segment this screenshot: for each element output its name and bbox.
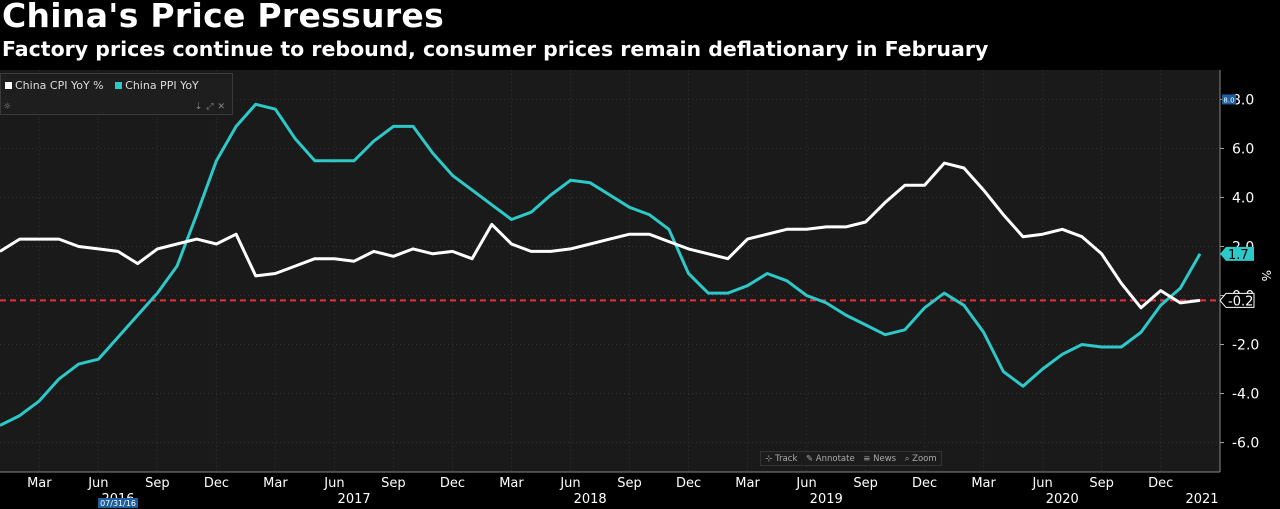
grid-lines	[0, 70, 1220, 472]
x-year-label: 2020	[1046, 492, 1079, 507]
x-tick-label: Jun	[323, 476, 344, 491]
plot-background	[0, 70, 1220, 472]
news-label: News	[873, 453, 897, 464]
end-label-cpi: -0.2	[1219, 292, 1255, 309]
news-button[interactable]: ≡ News	[863, 454, 896, 464]
x-year-label: 2021	[1185, 492, 1218, 507]
legend-item-cpi[interactable]: China CPI YoY %	[5, 79, 104, 92]
legend-label-cpi: China CPI YoY %	[15, 79, 104, 92]
x-tick-label: Mar	[499, 476, 524, 491]
chart-title: China's Price Pressures	[2, 0, 445, 35]
end-label-cpi-box	[1219, 292, 1255, 308]
x-tick-label: Jun	[87, 476, 108, 491]
x-year-label: 2017	[338, 492, 371, 507]
y-axis-unit: %	[1259, 270, 1273, 281]
y-tick-label: -2.0	[1232, 338, 1259, 354]
annotate-label: Annotate	[815, 453, 855, 464]
x-year-label: 2018	[574, 492, 607, 507]
legend-swatch-ppi	[115, 82, 123, 89]
expand-icon[interactable]: ⤢	[206, 102, 218, 112]
top-tick-highlight-label: 8.0	[1223, 96, 1234, 104]
x-tick-label: Mar	[971, 476, 996, 491]
x-tick-label: Sep	[1089, 476, 1114, 491]
legend-tools: ☼ ⇣⤢✕	[3, 102, 231, 112]
end-label-ppi: 1.7	[1220, 246, 1254, 263]
x-tick-label: Jun	[559, 476, 580, 491]
x-tick-label: Sep	[617, 476, 642, 491]
zoom-button[interactable]: ⌕ Zoom	[905, 454, 937, 464]
x-tick-label: Sep	[381, 476, 406, 491]
top-tick-highlight	[1222, 94, 1236, 105]
x-tick-label: Jun	[1031, 476, 1052, 491]
y-tick-label: -6.0	[1232, 436, 1259, 452]
x-tick-label: Mar	[27, 476, 52, 491]
x-tick-label: Mar	[263, 476, 288, 491]
pin-icon[interactable]: ⇣	[194, 102, 207, 112]
series-layer	[0, 102, 1220, 427]
legend-panel: China CPI YoY % China PPI YoY ☼ ⇣⤢✕	[0, 73, 233, 115]
series-line-cpi	[0, 161, 1201, 310]
x-tick-label: Dec	[1148, 476, 1173, 491]
x-tick-label: Dec	[440, 476, 465, 491]
zoom-label: Zoom	[912, 453, 937, 464]
magnifier-icon: ⌕	[904, 453, 910, 464]
axes: -6.0-4.0-2.00.02.04.06.08.0MarJunSepDecM…	[0, 70, 1273, 508]
cursor-date-label: 07/31/16	[100, 499, 136, 508]
annotate-button[interactable]: ✎ Annotate	[806, 454, 855, 464]
crosshair-icon: ⊹	[765, 453, 773, 464]
news-icon: ≡	[863, 453, 871, 464]
x-tick-label: Mar	[735, 476, 760, 491]
x-tick-label: Jun	[795, 476, 816, 491]
y-tick-label: 4.0	[1232, 190, 1254, 206]
legend-row: China CPI YoY % China PPI YoY	[5, 79, 207, 92]
legend-label-ppi: China PPI YoY	[125, 79, 199, 92]
end-label-ppi-box	[1220, 246, 1254, 261]
x-tick-label: Sep	[853, 476, 878, 491]
close-icon[interactable]: ✕	[217, 102, 229, 112]
y-tick-label: -4.0	[1232, 387, 1259, 403]
pencil-icon: ✎	[805, 453, 814, 464]
legend-swatch-cpi	[5, 82, 12, 89]
y-tick-label: 6.0	[1232, 141, 1254, 157]
x-tick-label: Dec	[204, 476, 229, 491]
y-tick-label: 8.0	[1232, 92, 1254, 108]
series-line-ppi	[0, 102, 1202, 427]
end-label-ppi-text: 1.7	[1228, 248, 1249, 263]
cursor-date-box	[98, 498, 139, 508]
settings-icon[interactable]: ☼	[3, 102, 12, 112]
end-label-cpi-text: -0.2	[1228, 294, 1253, 309]
track-button[interactable]: ⊹ Track	[765, 454, 797, 464]
chart-subtitle: Factory prices continue to rebound, cons…	[2, 37, 989, 61]
chart-toolbar: ⊹ Track ✎ Annotate ≡ News ⌕ Zoom	[760, 451, 942, 466]
legend-item-ppi[interactable]: China PPI YoY	[115, 79, 199, 92]
x-tick-label: Dec	[912, 476, 937, 491]
track-label: Track	[775, 453, 798, 464]
x-tick-label: Dec	[676, 476, 701, 491]
x-tick-label: Sep	[145, 476, 170, 491]
x-year-label: 2019	[810, 492, 843, 507]
